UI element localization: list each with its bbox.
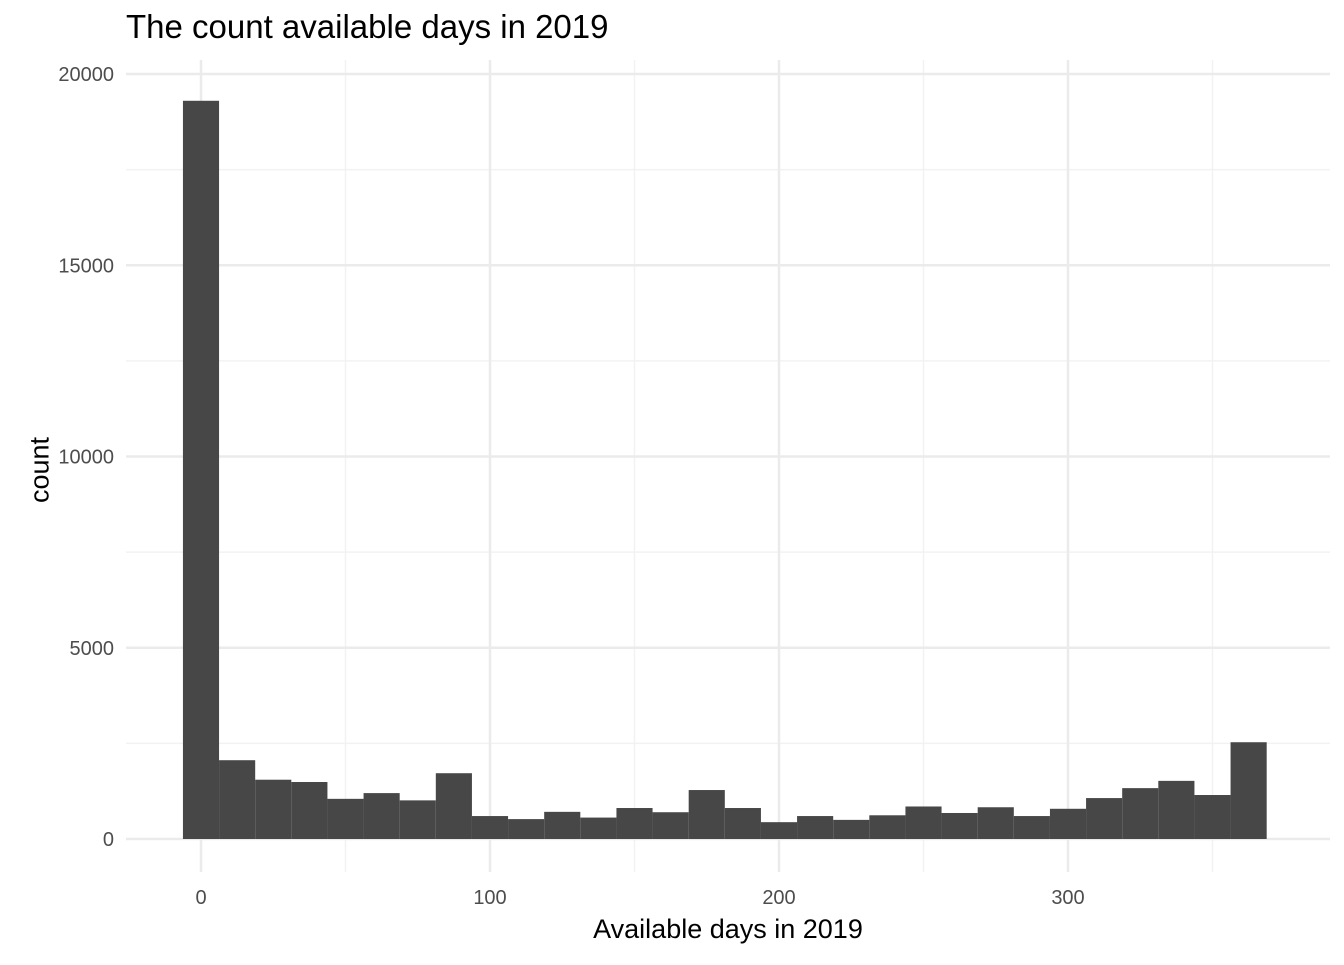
histogram-bar [544, 811, 581, 839]
histogram-bar [1194, 795, 1231, 839]
y-tick-label: 0 [103, 829, 114, 851]
histogram-bar [724, 808, 761, 839]
histogram-bar [760, 822, 798, 839]
histogram-bar [616, 808, 653, 839]
histogram-bar [363, 793, 400, 839]
y-axis-title: count [24, 436, 55, 504]
histogram-bar [941, 812, 978, 839]
histogram-bar [1086, 798, 1123, 839]
histogram-bar [905, 806, 942, 839]
histogram-bar [580, 817, 617, 839]
y-tick-label: 5000 [70, 638, 115, 660]
histogram-bar [977, 807, 1014, 839]
y-tick-label: 15000 [58, 255, 114, 277]
histogram-bar [1122, 788, 1159, 839]
histogram-bar [219, 760, 256, 839]
histogram-bar [291, 782, 328, 839]
histogram-bar [508, 819, 545, 839]
x-tick-label: 0 [195, 887, 206, 909]
histogram-bar [652, 812, 689, 839]
histogram-bar [182, 100, 220, 839]
histogram-bar [1013, 816, 1050, 839]
histogram-bar [797, 816, 834, 839]
histogram-bar [399, 800, 436, 839]
histogram-bar [255, 779, 292, 839]
y-tick-label: 10000 [58, 447, 114, 469]
histogram-bar [688, 790, 725, 839]
histogram-bar [869, 815, 906, 839]
histogram-bar [471, 816, 509, 839]
histogram-bar [1230, 742, 1267, 839]
x-axis-title: Available days in 2019 [593, 914, 863, 944]
x-tick-label: 100 [473, 887, 506, 909]
x-tick-label: 300 [1051, 887, 1084, 909]
histogram-bar [435, 773, 472, 839]
histogram-bar [1158, 780, 1195, 839]
histogram-bar [833, 819, 870, 839]
chart-title: The count available days in 2019 [126, 8, 609, 45]
x-tick-label: 200 [762, 887, 795, 909]
histogram-bar [327, 798, 364, 839]
histogram-bar [1049, 808, 1087, 839]
y-tick-label: 20000 [58, 64, 114, 86]
